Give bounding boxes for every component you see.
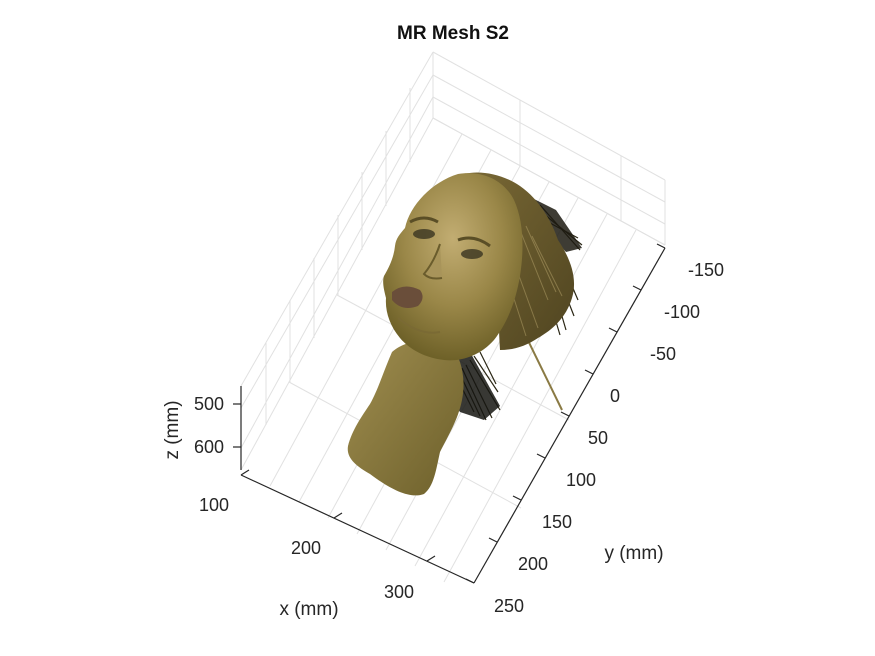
chart-title: MR Mesh S2 — [397, 23, 509, 44]
mouth — [392, 286, 423, 308]
grid-line — [240, 96, 434, 449]
head-mesh-surface — [347, 172, 583, 496]
x-tick — [333, 512, 343, 519]
y-tick-labels: -150 -100 -50 0 50 100 150 200 250 — [494, 260, 724, 616]
x-axis-label: x (mm) — [279, 599, 338, 620]
x-tick-label: 300 — [384, 582, 414, 602]
y-tick-label: 150 — [542, 512, 572, 532]
grid-line — [443, 229, 637, 583]
x-tick-label: 100 — [199, 495, 229, 515]
y-tick — [512, 495, 522, 501]
facial-features — [392, 216, 491, 334]
y-tick-label: 0 — [610, 386, 620, 406]
z-axis-label: z (mm) — [162, 400, 183, 459]
y-tick — [656, 243, 666, 249]
grid-line — [432, 96, 666, 225]
y-tick — [465, 578, 475, 584]
y-tick — [632, 285, 642, 291]
grid-line — [432, 117, 666, 246]
y-tick — [584, 369, 594, 375]
grid-line — [432, 51, 666, 181]
y-tick — [488, 537, 498, 543]
left-eye — [413, 229, 435, 239]
z-tick-label: 500 — [194, 394, 224, 414]
x-tick-label: 200 — [291, 538, 321, 558]
nose — [422, 243, 443, 280]
y-tick — [608, 327, 618, 333]
y-tick-label: 50 — [588, 428, 608, 448]
right-eye — [461, 249, 483, 259]
y-tick — [536, 453, 546, 459]
y-tick — [560, 411, 570, 417]
z-tick-labels: 500 600 — [194, 394, 224, 457]
x-axis-line — [240, 474, 475, 584]
neck-region — [347, 340, 464, 496]
x-tick — [426, 555, 436, 562]
left-brow — [409, 216, 439, 224]
y-tick-label: -50 — [650, 344, 676, 364]
grid-line — [240, 117, 434, 471]
z-tick-label: 600 — [194, 437, 224, 457]
y-tick-label: 200 — [518, 554, 548, 574]
y-tick-label: 100 — [566, 470, 596, 490]
y-tick-label: -150 — [688, 260, 724, 280]
y-axis-label: y (mm) — [604, 543, 663, 564]
chin — [397, 317, 441, 334]
x-tick-labels: 100 200 300 — [199, 495, 414, 602]
grid-line — [240, 51, 434, 387]
grid-line — [432, 74, 666, 203]
x-tick — [240, 469, 250, 476]
grid-line — [240, 74, 434, 409]
axes — [233, 243, 666, 584]
y-axis-line — [473, 247, 666, 584]
grid-line — [414, 213, 608, 567]
y-tick-label: 250 — [494, 596, 524, 616]
right-brow — [457, 236, 491, 248]
y-tick-label: -100 — [664, 302, 700, 322]
